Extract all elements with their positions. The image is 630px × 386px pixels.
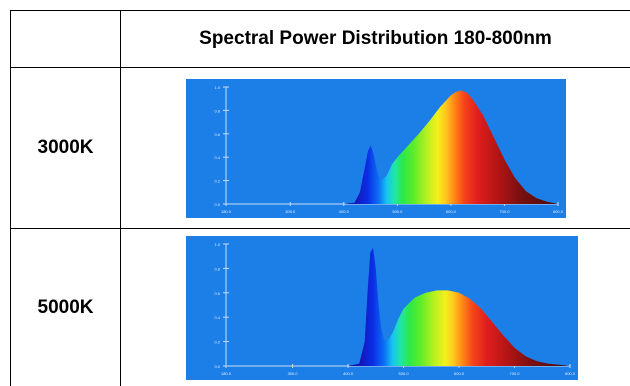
row-label-5000k: 5000K xyxy=(37,296,94,318)
x-tick-label: 500.0 xyxy=(392,209,403,214)
y-tick-label: 0.0 xyxy=(214,364,220,369)
x-tick-label: 600.0 xyxy=(446,209,457,214)
x-tick-label: 180.0 xyxy=(221,371,232,376)
y-tick-label: 0.6 xyxy=(214,132,220,137)
y-tick-label: 0.0 xyxy=(214,202,220,207)
y-tick-label: 0.2 xyxy=(214,179,220,184)
x-tick-label: 600.0 xyxy=(454,371,465,376)
x-tick-label: 300.0 xyxy=(285,209,296,214)
y-tick-label: 0.8 xyxy=(214,108,220,113)
y-tick-label: 0.8 xyxy=(214,266,220,271)
x-tick-label: 180.0 xyxy=(221,209,232,214)
x-tick-label: 800.0 xyxy=(553,209,564,214)
y-tick-label: 0.2 xyxy=(214,340,220,345)
spd-plot-3000k: 0.0 0.2 0.4 0.6 0.8 1.0 180.0 300.0 400.0 500.0 60… xyxy=(186,79,566,218)
spd-area xyxy=(226,90,558,204)
y-tick-label: 0.4 xyxy=(214,315,220,320)
row-label-3000k: 3000K xyxy=(37,137,94,158)
header-column-title: Spectral Power Distribution 180-800nm xyxy=(199,28,552,49)
x-tick-label: 300.0 xyxy=(288,371,299,376)
x-tick-label: 400.0 xyxy=(343,371,354,376)
spd-area xyxy=(226,247,570,366)
x-tick-label: 400.0 xyxy=(339,209,350,214)
table-row-divider-1 xyxy=(10,67,630,68)
spd-plot-5000k: 0.0 0.2 0.4 0.6 0.8 1.0 180.0 300.0 400.0 500.0 60… xyxy=(186,236,578,380)
x-tick-label: 700.0 xyxy=(510,371,521,376)
y-tick-label: 0.4 xyxy=(214,155,220,160)
x-tick-label: 700.0 xyxy=(499,209,510,214)
y-tick-label: 1.0 xyxy=(214,85,220,90)
table-border-top xyxy=(10,10,630,11)
x-tick-label: 800.0 xyxy=(565,371,576,376)
table-border-left xyxy=(10,10,11,386)
table-row-divider-2 xyxy=(10,228,630,229)
y-tick-label: 0.6 xyxy=(214,291,220,296)
table-column-divider xyxy=(120,10,121,386)
y-tick-label: 1.0 xyxy=(214,242,220,247)
x-tick-label: 500.0 xyxy=(399,371,410,376)
